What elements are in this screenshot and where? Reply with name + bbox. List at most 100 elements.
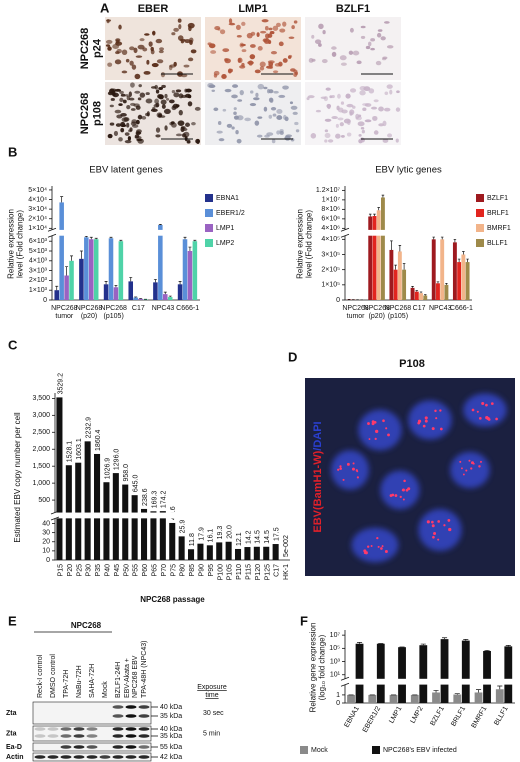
cell	[160, 99, 167, 105]
x-tick-label: C17	[274, 564, 281, 577]
band	[86, 745, 98, 749]
cell	[266, 132, 274, 136]
ebv-signal	[476, 410, 479, 413]
marker-label: 55 kDa	[160, 744, 182, 751]
bar	[159, 511, 166, 560]
y-tick-label: 40	[42, 520, 50, 527]
cell	[231, 94, 238, 99]
axis	[51, 186, 200, 301]
cell	[155, 89, 160, 94]
value-label: 17.9	[198, 527, 205, 541]
cell	[247, 60, 254, 65]
cell	[259, 61, 266, 68]
cell	[191, 121, 196, 126]
axis-break	[341, 678, 517, 685]
x-tick-label: P125	[264, 564, 271, 580]
cell	[120, 93, 126, 97]
cell	[276, 115, 283, 121]
cell	[318, 43, 322, 47]
band	[60, 727, 72, 731]
ebv-signal	[376, 536, 379, 540]
cell	[151, 62, 159, 68]
ebv-signal	[370, 545, 373, 548]
y-tick-label: 3×10⁵	[321, 251, 340, 258]
marker-label: 40 kDa	[160, 704, 182, 711]
band	[60, 745, 72, 749]
value-label: 14.2	[245, 530, 252, 544]
bar	[153, 282, 158, 300]
cell	[183, 131, 190, 138]
ebv-signal	[448, 527, 452, 532]
value-label: 645.0	[132, 475, 139, 493]
cell	[241, 49, 247, 53]
error-bar	[505, 645, 511, 647]
value-label: 12.1	[236, 532, 243, 546]
x-tick-label: P70	[161, 564, 168, 577]
cell	[294, 121, 299, 126]
cell	[171, 90, 176, 94]
cell	[221, 73, 227, 79]
cell	[254, 120, 260, 126]
cell	[122, 99, 127, 104]
nucleus	[331, 450, 369, 490]
cell	[229, 68, 233, 73]
bar	[419, 645, 428, 703]
error-bar	[178, 281, 182, 285]
bar	[188, 549, 195, 560]
cell	[378, 106, 384, 112]
band	[47, 755, 59, 759]
cell	[272, 113, 277, 117]
cell	[235, 130, 239, 135]
value-label: 5e-002	[283, 535, 290, 557]
cell	[323, 95, 329, 102]
ebv-signal	[352, 462, 355, 465]
cell	[340, 62, 347, 66]
micrograph	[105, 82, 201, 145]
cell	[178, 23, 182, 30]
micrograph	[205, 82, 301, 145]
lane-label: DMSO control	[50, 654, 57, 698]
x-tick-label: P65	[152, 564, 159, 577]
x-tick-label: NPC268 (p20)	[364, 305, 391, 320]
cell	[161, 104, 166, 109]
bar	[402, 269, 407, 300]
band	[73, 755, 85, 759]
cell	[253, 97, 260, 101]
cell	[382, 56, 388, 60]
cell	[168, 99, 175, 104]
cell	[155, 102, 160, 108]
cell	[175, 89, 182, 93]
cell	[175, 133, 183, 137]
cell	[264, 26, 269, 31]
legend-label: BLLF1	[487, 240, 508, 247]
band	[86, 734, 98, 738]
bar	[244, 547, 251, 560]
ebv-signal	[339, 467, 342, 470]
ebv-signal	[384, 549, 388, 553]
cell	[158, 94, 164, 100]
legend-swatch	[372, 746, 380, 754]
axis-break	[51, 512, 292, 519]
bar	[355, 643, 364, 703]
ebv-signal	[377, 545, 380, 548]
cell	[360, 126, 365, 130]
cell	[375, 60, 382, 66]
marker-label: 35 kDa	[160, 713, 182, 720]
cell	[183, 64, 190, 68]
band	[138, 745, 150, 749]
panel-label: F	[300, 613, 308, 628]
x-tick-label: C666-1	[176, 305, 199, 312]
cell	[262, 38, 268, 43]
ebv-signal	[368, 438, 371, 440]
y-tick-label: 0	[43, 297, 47, 304]
cell	[339, 55, 347, 61]
cell	[368, 41, 372, 47]
y-tick-label: 30	[42, 529, 50, 536]
bar	[206, 545, 213, 560]
band	[125, 734, 137, 738]
bar	[103, 284, 109, 300]
chart-title: EBV lytic genes	[375, 165, 442, 176]
band	[112, 734, 124, 738]
cell	[189, 37, 194, 43]
cell	[107, 46, 112, 51]
